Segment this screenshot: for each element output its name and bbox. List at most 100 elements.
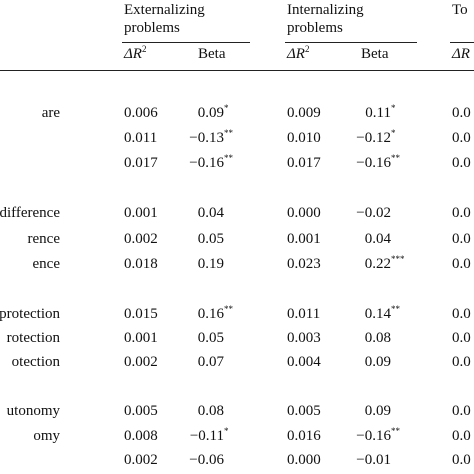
- int-delta-r2-cell: 0.001: [287, 231, 321, 247]
- delta-r2-text: ΔR: [452, 46, 470, 62]
- int-beta-cell: −0.12*: [356, 128, 396, 147]
- ext-beta-value: 0.04: [197, 205, 224, 221]
- row-label: are: [41, 105, 60, 121]
- int-beta-cell: 0.11*: [365, 103, 396, 122]
- subheader-int-beta: Beta: [361, 46, 389, 62]
- subheader-ext-beta: Beta: [198, 46, 226, 62]
- total-cell: 0.0: [452, 105, 471, 121]
- ext-beta-value: −0.11: [189, 428, 224, 444]
- delta-r2-sup: 2: [141, 44, 147, 54]
- row-label: rence: [27, 231, 60, 247]
- total-cell: 0.0: [452, 403, 471, 419]
- int-beta-value: 0.22: [364, 256, 391, 272]
- header-internalizing-line1: Internalizing: [287, 2, 364, 18]
- header-externalizing: Externalizing problems: [124, 1, 205, 37]
- header-externalizing-line2: problems: [124, 20, 180, 36]
- total-cell: 0.0: [452, 130, 471, 146]
- subheader-int-delta-r2: ΔR2: [287, 44, 310, 63]
- total-cell: 0.0: [452, 428, 471, 444]
- int-beta-value: 0.14: [364, 306, 391, 322]
- ext-beta-cell: 0.04: [198, 205, 238, 222]
- ext-beta-value: 0.05: [197, 231, 224, 247]
- int-delta-r2-cell: 0.003: [287, 330, 321, 346]
- total-cell: 0.0: [452, 256, 471, 272]
- ext-beta-cell: 0.19: [198, 256, 238, 273]
- header-total-line1: To: [452, 2, 468, 18]
- delta-r2-sup: 2: [304, 44, 310, 54]
- ext-beta-value: 0.19: [197, 256, 224, 272]
- total-cell: 0.0: [452, 354, 471, 370]
- ext-beta-value: −0.06: [189, 452, 224, 468]
- ext-beta-value: 0.08: [197, 403, 224, 419]
- row-label: ndifference: [0, 205, 60, 221]
- int-beta-value: 0.11: [365, 105, 391, 121]
- delta-r2-text: ΔR: [124, 46, 142, 62]
- ext-beta-value: 0.07: [197, 354, 224, 370]
- delta-r2-text: ΔR: [287, 46, 305, 62]
- header-rule-internalizing: [285, 42, 417, 43]
- int-beta-value: 0.09: [364, 354, 391, 370]
- int-beta-value: 0.08: [364, 330, 391, 346]
- row-label: otection: [11, 354, 60, 370]
- ext-delta-r2-cell: 0.002: [124, 452, 158, 468]
- int-delta-r2-cell: 0.000: [287, 205, 321, 221]
- int-beta-cell: 0.09: [365, 354, 409, 371]
- row-label: rotection: [6, 330, 60, 346]
- ext-beta-value: −0.13: [189, 130, 224, 146]
- ext-delta-r2-cell: 0.006: [124, 105, 158, 121]
- ext-delta-r2-cell: 0.008: [124, 428, 158, 444]
- ext-beta-cell: 0.05: [198, 330, 238, 347]
- header-rule-externalizing: [122, 42, 250, 43]
- header-bottom-rule: [0, 70, 474, 71]
- int-delta-r2-cell: 0.023: [287, 256, 321, 272]
- int-beta-cell: 0.14**: [364, 304, 400, 323]
- ext-delta-r2-cell: 0.017: [124, 155, 158, 171]
- header-externalizing-line1: Externalizing: [124, 2, 205, 18]
- ext-beta-cell: 0.09*: [197, 103, 229, 122]
- int-delta-r2-cell: 0.004: [287, 354, 321, 370]
- ext-beta-cell: 0.08: [198, 403, 238, 420]
- int-beta-cell: −0.16**: [356, 426, 400, 445]
- int-beta-value: −0.16: [356, 155, 391, 171]
- int-beta-cell: 0.04: [365, 231, 409, 248]
- row-label: omy: [33, 428, 60, 444]
- ext-beta-cell: −0.06: [189, 452, 238, 469]
- ext-delta-r2-cell: 0.015: [124, 306, 158, 322]
- subheader-ext-delta-r2: ΔR2: [124, 44, 147, 63]
- int-beta-value: −0.16: [356, 428, 391, 444]
- int-beta-value: −0.12: [356, 130, 391, 146]
- total-cell: 0.0: [452, 205, 471, 221]
- int-beta-cell: 0.22***: [364, 254, 405, 273]
- header-internalizing: Internalizing problems: [287, 1, 364, 37]
- ext-delta-r2-cell: 0.011: [124, 130, 158, 146]
- total-cell: 0.0: [452, 330, 471, 346]
- ext-beta-value: 0.16: [197, 306, 224, 322]
- int-beta-value: 0.09: [364, 403, 391, 419]
- int-beta-value: −0.01: [356, 452, 391, 468]
- total-cell: 0.0: [452, 155, 471, 171]
- int-delta-r2-cell: 0.005: [287, 403, 321, 419]
- int-delta-r2-cell: 0.016: [287, 428, 321, 444]
- int-beta-cell: −0.02: [356, 205, 409, 222]
- row-label: ence: [32, 256, 60, 272]
- ext-beta-value: −0.16: [189, 155, 224, 171]
- ext-beta-value: 0.05: [197, 330, 224, 346]
- total-cell: 0.0: [452, 306, 471, 322]
- ext-beta-cell: −0.16**: [189, 153, 233, 172]
- ext-delta-r2-cell: 0.005: [124, 403, 158, 419]
- int-delta-r2-cell: 0.010: [287, 130, 321, 146]
- ext-delta-r2-cell: 0.018: [124, 256, 158, 272]
- ext-delta-r2-cell: 0.002: [124, 231, 158, 247]
- ext-beta-cell: 0.16**: [197, 304, 233, 323]
- int-beta-cell: 0.09: [365, 403, 409, 420]
- int-delta-r2-cell: 0.017: [287, 155, 321, 171]
- int-delta-r2-cell: 0.000: [287, 452, 321, 468]
- header-total: To: [452, 1, 468, 19]
- total-cell: 0.0: [452, 231, 471, 247]
- int-delta-r2-cell: 0.011: [287, 306, 321, 322]
- ext-delta-r2-cell: 0.002: [124, 354, 158, 370]
- int-delta-r2-cell: 0.009: [287, 105, 321, 121]
- int-beta-value: −0.02: [356, 205, 391, 221]
- row-label: utonomy: [6, 403, 60, 419]
- int-beta-cell: −0.01: [356, 452, 409, 469]
